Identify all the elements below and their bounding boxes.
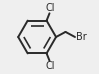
Text: Cl: Cl [45, 3, 55, 13]
Text: Br: Br [76, 32, 87, 42]
Text: Cl: Cl [45, 61, 55, 71]
